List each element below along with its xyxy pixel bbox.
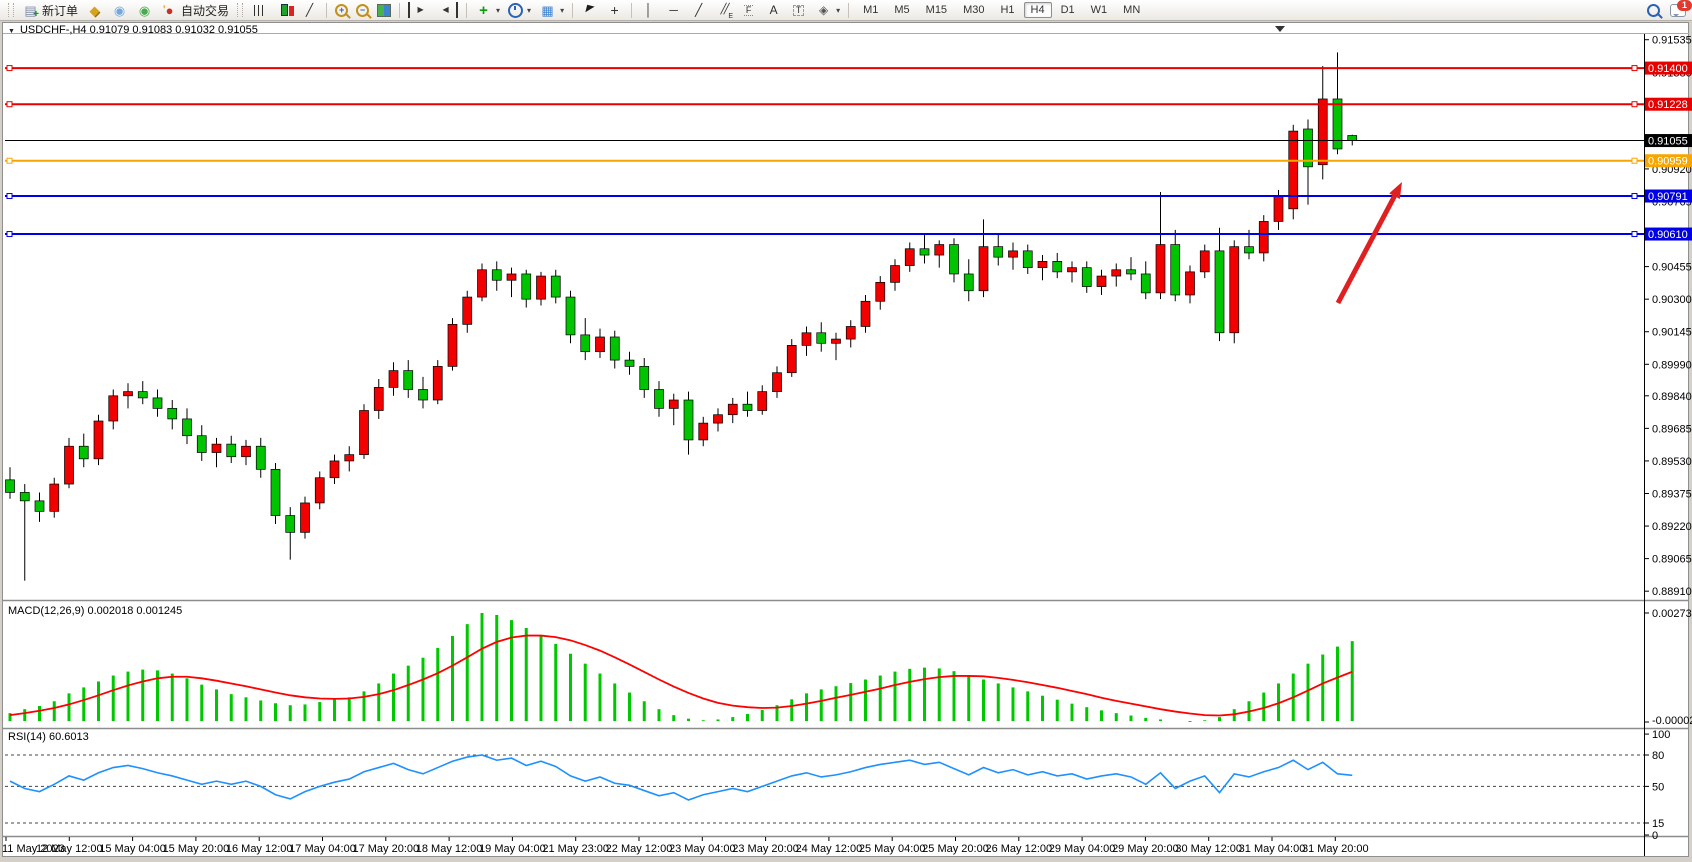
periods-button[interactable] [504,0,535,20]
signals-icon [136,2,153,18]
equidistant-channel-icon [715,2,733,20]
autotrading-label: 自动交易 [181,3,230,18]
fibonacci-button[interactable] [736,0,761,20]
bar-chart-button[interactable] [247,0,272,20]
bar-chart-icon [254,4,266,16]
horizontal-line-icon [665,2,682,18]
timeframe-w1[interactable]: W1 [1090,4,1108,16]
toolbar-separator [466,2,468,18]
chevron-down-icon [527,6,531,15]
label-icon [790,2,807,18]
search-icon[interactable] [1647,3,1660,17]
toolbar-separator [631,2,633,18]
chart-window[interactable] [2,22,1689,857]
toolbar-separator [848,2,850,18]
toolbar-grip[interactable] [8,3,14,17]
line-chart-icon [301,2,318,18]
zoom-out-button[interactable] [352,0,373,20]
chart-title-bar: USDCHF-,H4 0.91079 0.91083 0.91032 0.910… [8,24,258,36]
chevron-down-icon [836,6,840,15]
indicators-icon [475,2,492,18]
periods-icon [508,2,524,18]
timeframe-h4[interactable]: H4 [1023,2,1052,18]
candlestick-chart-button[interactable] [272,0,297,20]
horizontal-line-button[interactable] [661,0,686,20]
market-button[interactable] [82,0,107,20]
cursor-button[interactable] [577,0,602,20]
chart-shift-button[interactable] [433,0,462,20]
toolbar-separator [399,2,401,18]
vertical-line-icon [640,2,657,18]
autotrading-button[interactable]: 自动交易 [157,0,233,20]
timeframe-m15[interactable]: M15 [925,4,948,16]
signals-button[interactable] [132,0,157,20]
timeframe-m1[interactable]: M1 [863,4,879,16]
rsi-indicator-label: RSI(14) 60.6013 [8,731,89,743]
chart-menu-icon[interactable] [8,24,15,36]
timeframe-d1[interactable]: D1 [1060,4,1075,16]
new-order-icon [22,2,39,20]
text-button[interactable] [761,0,786,20]
tile-windows-icon [377,3,392,17]
community-icon [111,2,128,18]
notification-badge: 1 [1677,0,1692,11]
toolbar-separator [572,2,574,18]
timeframe-bar: M1 M5 M15 M30 H1 H4 D1 W1 MN [855,2,1148,18]
timeframe-mn[interactable]: MN [1123,4,1141,16]
candlestick-chart-icon [281,4,289,16]
chart-shift-icon [437,2,459,18]
toolbar-grip[interactable] [237,3,244,17]
autotrading-icon [161,2,178,18]
fibonacci-icon [740,2,757,18]
notifications-icon[interactable]: 1 [1670,0,1692,17]
text-icon [765,2,782,18]
vertical-line-button[interactable] [636,0,661,20]
shapes-icon [815,2,832,18]
auto-scroll-button[interactable] [404,0,433,20]
tile-windows-button[interactable] [373,0,395,20]
macd-indicator-label: MACD(12,26,9) 0.002018 0.001245 [8,605,183,617]
market-icon [86,2,103,18]
chevron-down-icon [496,6,500,15]
new-order-label: 新订单 [42,3,79,18]
crosshair-icon [606,2,623,18]
shapes-button[interactable] [811,0,844,20]
timeframe-m5[interactable]: M5 [894,4,910,16]
timeframe-m30[interactable]: M30 [963,4,985,16]
community-button[interactable] [107,0,132,20]
chevron-down-icon [560,6,564,15]
timeframe-h1[interactable]: H1 [1000,4,1015,16]
label-button[interactable] [786,0,811,20]
new-order-button[interactable]: 新订单 [18,0,82,21]
toolbar-separator [326,2,328,18]
chart-title: USDCHF-,H4 0.91079 0.91083 0.91032 0.910… [19,24,258,36]
trendline-icon [690,2,707,18]
trendline-button[interactable] [686,0,711,20]
zoom-out-icon [356,3,370,17]
cursor-icon [581,2,598,18]
main-toolbar: 新订单 自动交易 M1 M5 M15 M30 H1 H4 D1 W1 MN [0,0,1692,21]
indicators-button[interactable] [471,0,504,20]
zoom-in-button[interactable] [331,0,352,20]
templates-button[interactable] [535,0,568,20]
auto-scroll-icon [408,2,429,18]
line-chart-button[interactable] [297,0,322,20]
zoom-in-icon [335,3,349,17]
crosshair-button[interactable] [602,0,627,20]
templates-icon [539,2,556,18]
equidistant-channel-button[interactable] [711,0,736,20]
